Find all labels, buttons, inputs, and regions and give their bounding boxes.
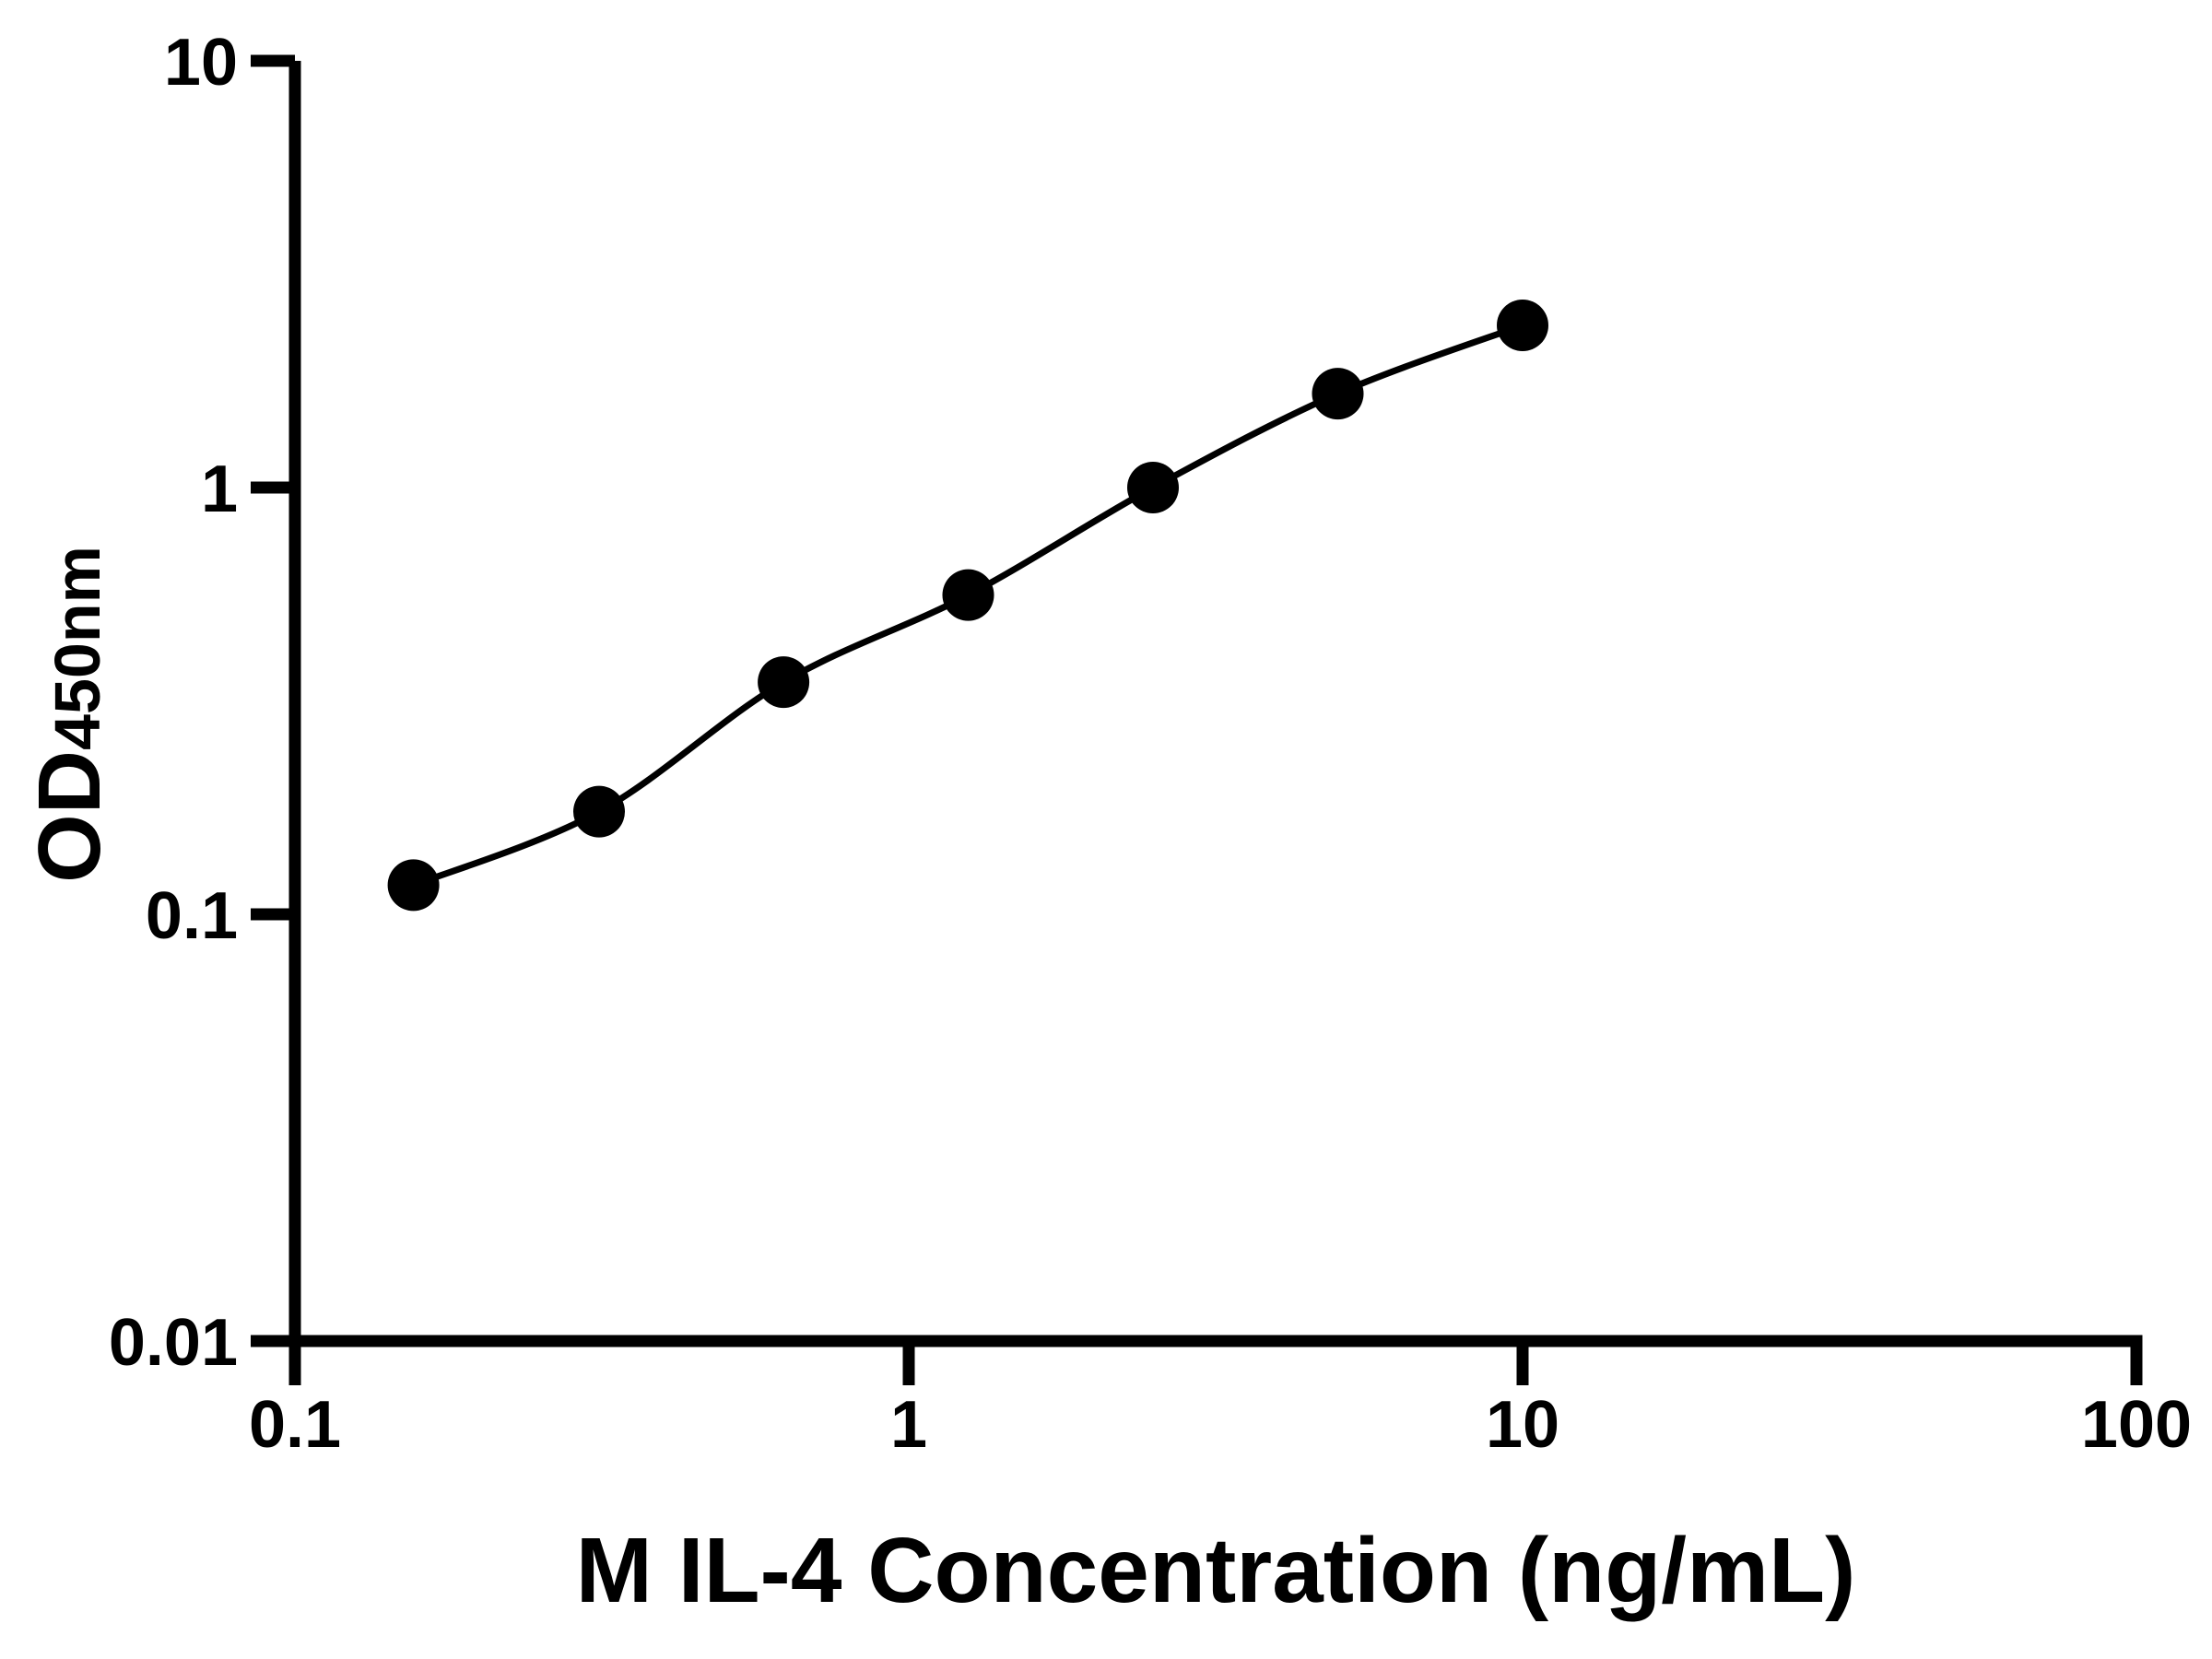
y-tick-label: 0.01 xyxy=(109,1306,238,1380)
y-axis-ticks xyxy=(251,54,295,1347)
data-point xyxy=(1312,368,1364,420)
x-tick-label: 1 xyxy=(890,1388,927,1462)
data-points xyxy=(387,300,1548,912)
x-axis-ticks xyxy=(288,1341,2143,1385)
data-point xyxy=(1127,462,1179,513)
data-point xyxy=(1497,300,1548,351)
y-axis-title: OD450nm xyxy=(20,546,119,883)
x-tick-label: 0.1 xyxy=(249,1388,341,1462)
x-tick-label: 10 xyxy=(1486,1388,1559,1462)
y-axis-tick-labels: 0.01 0.1 1 10 xyxy=(109,26,238,1380)
x-axis-tick-labels: 0.1 1 10 100 xyxy=(249,1388,2192,1462)
data-point xyxy=(573,785,625,838)
y-axis-title-main: OD xyxy=(20,750,119,883)
x-tick-label: 100 xyxy=(2081,1388,2192,1462)
y-tick-label: 0.1 xyxy=(146,879,238,953)
y-tick-label: 10 xyxy=(164,26,238,100)
y-tick-label: 1 xyxy=(201,453,238,526)
data-point xyxy=(758,656,810,709)
x-axis-title: M IL-4 Concentration (ng/mL) xyxy=(576,1519,1856,1622)
data-point xyxy=(387,859,440,912)
y-axis-title-subscript: 450nm xyxy=(41,546,113,750)
data-point xyxy=(942,569,994,621)
